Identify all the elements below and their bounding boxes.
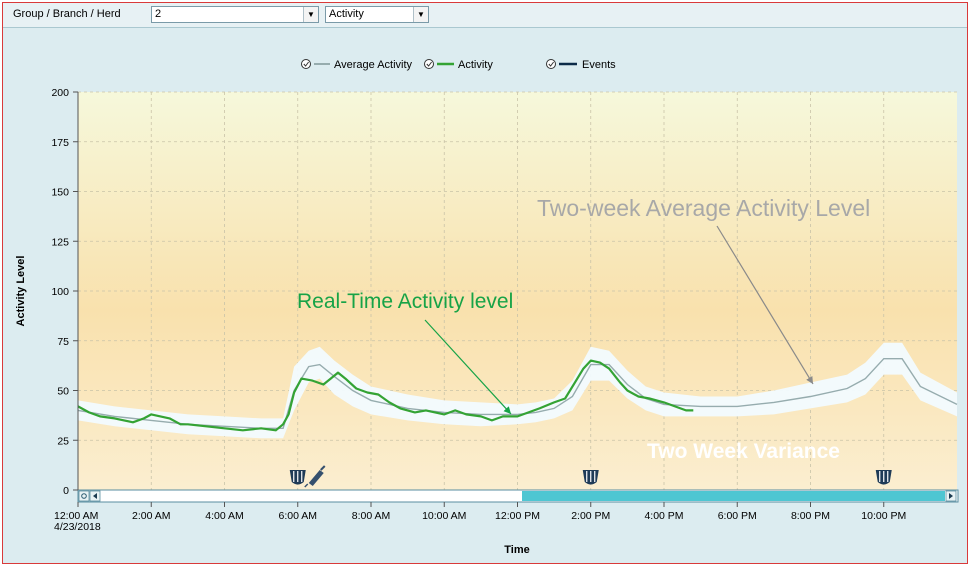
annotation-avg-arrow bbox=[716, 225, 814, 385]
x-tick-label: 6:00 PM bbox=[718, 510, 757, 522]
y-tick-label: 150 bbox=[51, 187, 69, 199]
metric-select-value: Activity bbox=[329, 8, 364, 20]
arrow-right-icon bbox=[949, 493, 953, 499]
legend-label-average: Average Activity bbox=[334, 59, 413, 71]
chevron-down-icon[interactable]: ▼ bbox=[303, 7, 318, 22]
x-tick-label: 8:00 AM bbox=[352, 510, 391, 522]
activity-line bbox=[77, 359, 694, 432]
x-tick-label: 12:00 PM bbox=[495, 510, 540, 522]
x-tick-label: 10:00 AM bbox=[422, 510, 466, 522]
y-tick-label: 125 bbox=[51, 236, 69, 248]
x-tick-label: 12:00 AM bbox=[54, 510, 98, 522]
x-axis-title: Time bbox=[504, 544, 529, 556]
chart-area: Average Activity Activity Events Two-wee… bbox=[3, 28, 967, 568]
activity-chart: Average Activity Activity Events Two-wee… bbox=[15, 59, 959, 556]
syringe-needle bbox=[304, 483, 309, 488]
y-tick-label: 25 bbox=[57, 435, 69, 447]
legend: Average Activity Activity Events bbox=[301, 59, 617, 71]
chevron-down-icon[interactable]: ▼ bbox=[413, 7, 428, 22]
legend-item-activity[interactable]: Activity bbox=[424, 59, 494, 71]
time-scrollbar[interactable] bbox=[77, 489, 959, 503]
annotation-realtime-label: Real-Time Activity level bbox=[297, 290, 513, 313]
metric-select[interactable]: Activity ▼ bbox=[325, 6, 429, 23]
y-tick-label: 200 bbox=[51, 87, 69, 99]
event-marker-icon[interactable] bbox=[582, 470, 599, 485]
y-tick-label: 100 bbox=[51, 286, 69, 298]
arrow-left-icon bbox=[93, 493, 97, 499]
syringe-body bbox=[308, 470, 324, 486]
y-tick-label: 175 bbox=[51, 137, 69, 149]
x-tick-label: 6:00 AM bbox=[278, 510, 317, 522]
annotation-variance-label: Two Week Variance bbox=[647, 440, 840, 463]
x-tick-label: 2:00 AM bbox=[132, 510, 171, 522]
average-activity-line bbox=[77, 358, 958, 429]
annotation-avg-label: Two-week Average Activity Level bbox=[537, 195, 870, 221]
toolbar: Group / Branch / Herd 2 ▼ Activity ▼ bbox=[3, 3, 967, 28]
legend-item-average[interactable]: Average Activity bbox=[301, 59, 413, 71]
syringe-icon[interactable] bbox=[304, 465, 326, 488]
x-tick-label: 4:00 AM bbox=[205, 510, 244, 522]
y-tick-label: 75 bbox=[57, 336, 69, 348]
scrollbar-thumb[interactable] bbox=[522, 491, 945, 501]
x-tick-label: 10:00 PM bbox=[861, 510, 906, 522]
group-select-value: 2 bbox=[155, 8, 162, 20]
group-branch-herd-label: Group / Branch / Herd bbox=[13, 8, 121, 20]
zoom-reset-icon[interactable] bbox=[78, 490, 90, 502]
y-tick-label: 50 bbox=[57, 386, 69, 398]
variance-band bbox=[78, 342, 957, 439]
group-select[interactable]: 2 ▼ bbox=[151, 6, 319, 23]
x-tick-label: 4:00 PM bbox=[644, 510, 683, 522]
x-axis-date-label: 4/23/2018 bbox=[54, 521, 101, 533]
event-marker-icon[interactable] bbox=[875, 470, 892, 485]
y-axis-title: Activity Level bbox=[15, 256, 27, 327]
event-marker-icon[interactable] bbox=[289, 470, 306, 485]
chart-panel: Group / Branch / Herd 2 ▼ Activity ▼ bbox=[2, 2, 968, 564]
annotation-realtime-arrow bbox=[424, 319, 512, 415]
syringe-plunger bbox=[320, 465, 326, 471]
legend-label-events: Events bbox=[582, 59, 616, 71]
y-tick-label: 0 bbox=[63, 485, 69, 497]
legend-item-events[interactable]: Events bbox=[546, 59, 617, 71]
x-tick-label: 2:00 PM bbox=[571, 510, 610, 522]
legend-label-activity: Activity bbox=[458, 59, 493, 71]
x-tick-label: 8:00 PM bbox=[791, 510, 830, 522]
